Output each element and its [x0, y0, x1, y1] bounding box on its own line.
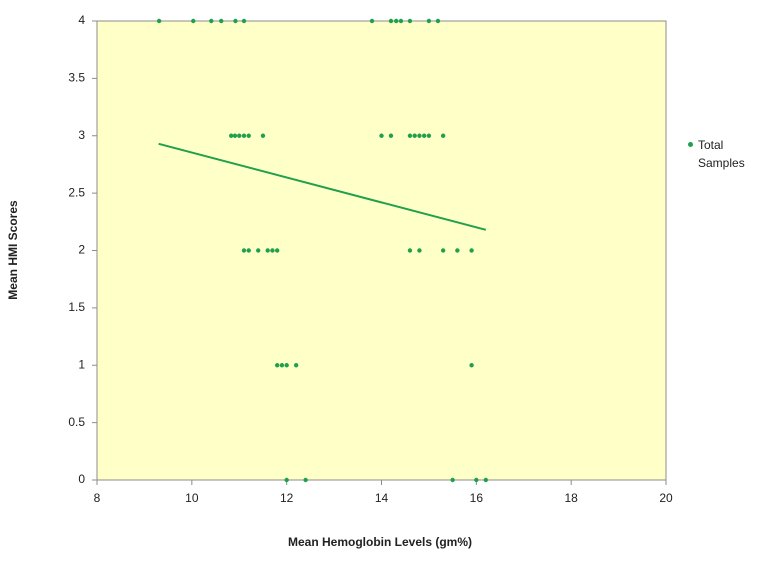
x-tick-label: 14	[375, 491, 389, 505]
legend: Total Samples	[688, 136, 758, 172]
data-point	[474, 477, 479, 483]
data-point	[407, 18, 413, 24]
y-tick-label: 1	[78, 357, 85, 371]
data-point	[270, 248, 275, 253]
data-point	[260, 133, 266, 138]
data-point	[398, 18, 404, 24]
y-axis-title: Mean HMI Scores	[6, 200, 20, 300]
data-point	[219, 18, 224, 24]
y-tick-label: 2	[78, 243, 85, 257]
x-tick-label: 20	[659, 491, 673, 505]
data-point	[369, 18, 375, 24]
data-point	[483, 477, 489, 483]
data-point	[209, 18, 214, 24]
data-point	[440, 133, 446, 138]
y-tick-label: 0	[78, 472, 85, 486]
y-tick-label: 2.5	[68, 185, 85, 199]
data-point	[228, 133, 234, 138]
data-point	[407, 248, 413, 253]
data-point	[412, 133, 417, 138]
y-tick-label: 3	[78, 128, 85, 142]
data-point	[241, 133, 247, 138]
x-tick-label: 10	[185, 491, 199, 505]
plot-area	[96, 20, 667, 481]
data-point	[233, 18, 238, 24]
data-point	[417, 133, 422, 138]
data-point	[274, 248, 280, 253]
legend-item: Total Samples	[688, 136, 758, 172]
data-point	[426, 18, 432, 24]
data-point	[455, 248, 460, 253]
x-tick-label: 8	[94, 491, 101, 505]
data-point	[246, 133, 251, 138]
x-tick-label: 12	[280, 491, 294, 505]
data-point	[256, 248, 261, 253]
trendline	[158, 142, 487, 231]
data-point	[450, 477, 455, 483]
data-point	[393, 18, 399, 24]
y-tick-label: 4	[78, 13, 85, 27]
data-point	[279, 363, 285, 368]
data-point	[303, 477, 308, 483]
data-point	[246, 248, 251, 253]
data-point	[388, 133, 394, 138]
data-point	[284, 363, 289, 368]
data-point	[293, 363, 299, 368]
data-point	[469, 363, 474, 368]
data-point	[388, 18, 394, 24]
data-point	[426, 133, 432, 138]
data-point	[435, 18, 441, 24]
data-point	[191, 18, 196, 24]
data-point	[265, 248, 270, 253]
data-point	[156, 18, 162, 24]
data-point	[407, 133, 413, 138]
x-tick-label: 16	[470, 491, 484, 505]
legend-label: Total Samples	[698, 138, 745, 170]
data-point	[417, 248, 422, 253]
y-tick-label: 1.5	[68, 300, 85, 314]
data-point	[232, 133, 238, 138]
y-tick-label: 0.5	[68, 415, 85, 429]
data-point	[241, 248, 247, 253]
data-point	[274, 363, 280, 368]
x-axis-title: Mean Hemoglobin Levels (gm%)	[288, 535, 472, 549]
data-point	[469, 248, 474, 253]
data-point	[379, 133, 384, 138]
data-point	[284, 477, 289, 483]
legend-marker	[688, 142, 693, 147]
x-tick-label: 18	[564, 491, 578, 505]
data-point	[237, 133, 242, 138]
data-point	[241, 18, 247, 24]
data-point	[421, 133, 427, 138]
data-point	[440, 248, 446, 253]
y-tick-label: 3.5	[68, 71, 85, 85]
